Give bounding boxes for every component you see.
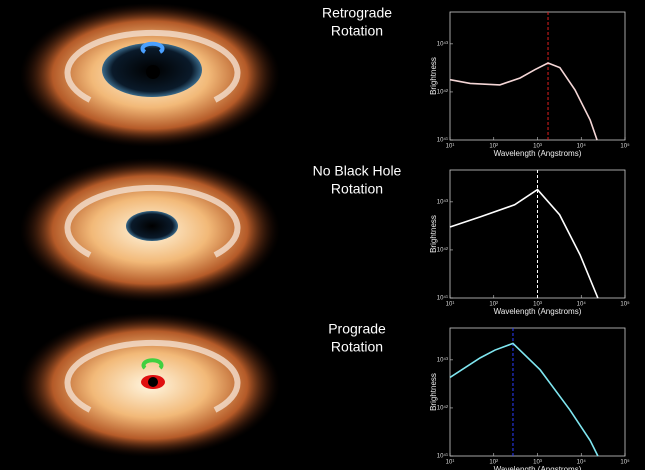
spectrum-line <box>449 342 599 457</box>
x-tick-label: 10³ <box>533 302 542 308</box>
panel-caption: No Black Hole <box>313 163 402 179</box>
x-tick-label: 10⁵ <box>620 459 630 466</box>
disk-no-black-hole <box>20 158 280 302</box>
x-tick-label: 10⁵ <box>620 143 630 150</box>
y-tick-label: 10⁴¹ <box>437 137 448 144</box>
x-tick-label: 10² <box>489 460 498 466</box>
y-tick-label: 10⁴³ <box>437 40 448 47</box>
disk-prograde <box>20 313 280 457</box>
x-tick-label: 10³ <box>533 144 542 150</box>
x-axis-label: Wavelength (Angstroms) <box>494 149 582 158</box>
y-tick-label: 10⁴² <box>437 247 448 254</box>
y-tick-label: 10⁴¹ <box>437 295 448 302</box>
x-tick-label: 10¹ <box>446 302 455 308</box>
y-axis-label: Brightness <box>429 373 438 411</box>
y-tick-label: 10⁴³ <box>437 198 448 205</box>
y-axis-label: Brightness <box>429 215 438 253</box>
x-axis-label: Wavelength (Angstroms) <box>494 465 582 470</box>
disk-retrograde <box>20 3 280 147</box>
x-tick-label: 10⁴ <box>577 459 587 466</box>
spectrum-line <box>449 62 598 141</box>
x-tick-label: 10² <box>489 144 498 150</box>
plot-frame <box>449 327 626 457</box>
x-tick-label: 10¹ <box>446 460 455 466</box>
panel-caption: Prograde <box>328 321 386 337</box>
x-tick-label: 10⁵ <box>620 301 630 308</box>
panel-caption: Rotation <box>331 339 383 355</box>
y-tick-label: 10⁴² <box>437 89 448 96</box>
x-axis-label: Wavelength (Angstroms) <box>494 307 582 316</box>
y-axis-label: Brightness <box>429 57 438 95</box>
y-tick-label: 10⁴² <box>437 405 448 412</box>
x-tick-label: 10⁴ <box>577 301 587 308</box>
spectrum-line <box>449 188 599 299</box>
panel-caption: Rotation <box>331 23 383 39</box>
x-tick-label: 10³ <box>533 460 542 466</box>
x-tick-label: 10² <box>489 302 498 308</box>
plot-frame <box>449 11 626 141</box>
panel-caption: Retrograde <box>322 5 392 21</box>
panel-caption: Rotation <box>331 181 383 197</box>
y-tick-label: 10⁴¹ <box>437 453 448 460</box>
y-tick-label: 10⁴³ <box>437 356 448 363</box>
x-tick-label: 10¹ <box>446 144 455 150</box>
x-tick-label: 10⁴ <box>577 143 587 150</box>
